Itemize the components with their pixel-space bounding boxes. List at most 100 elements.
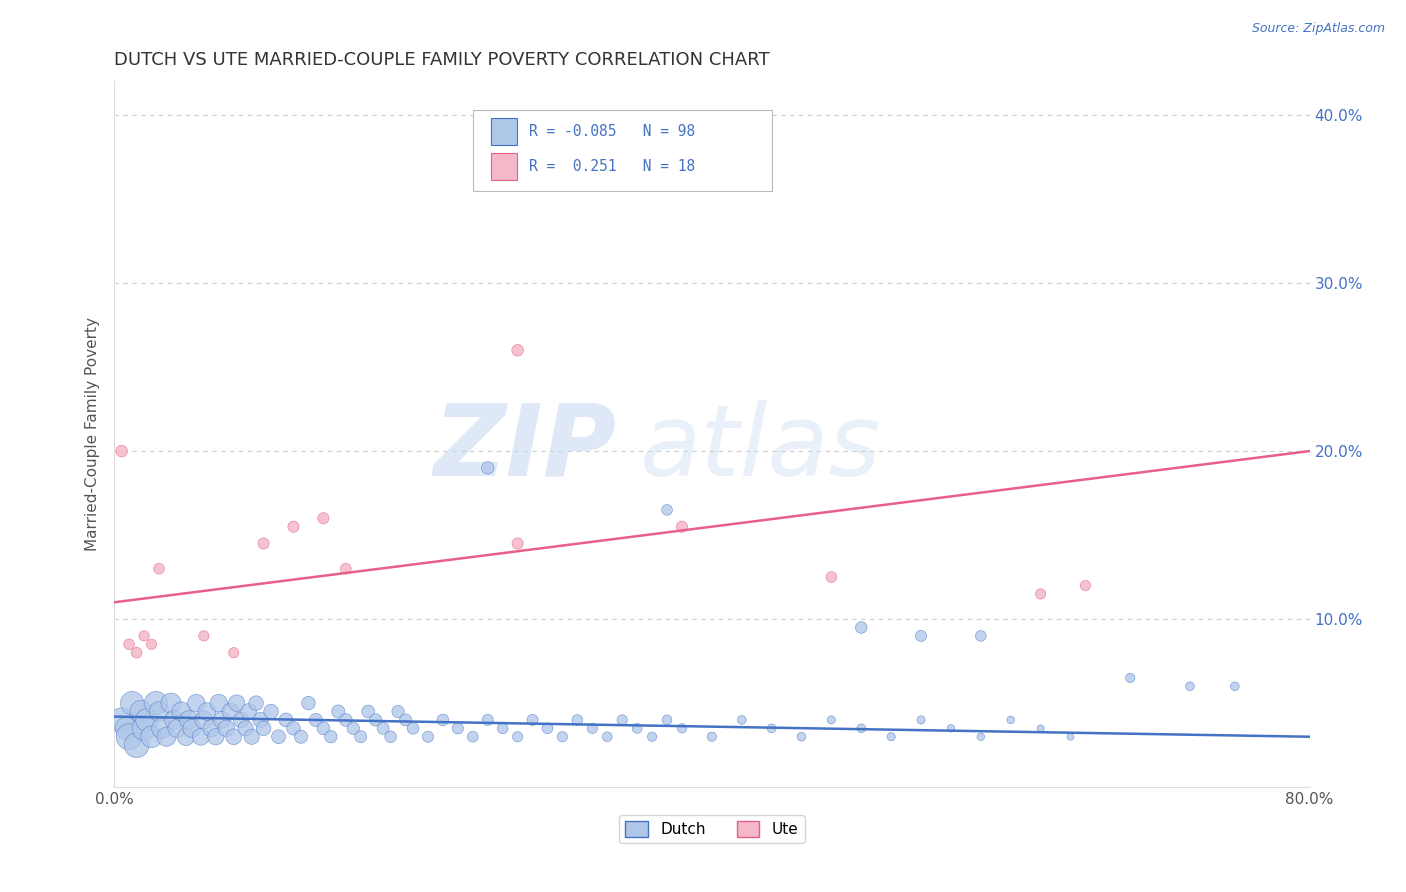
Point (222, 646, 245, 660)
Point (132, 629, 155, 643)
Point (461, 730, 484, 744)
Point (350, 730, 373, 744)
Point (125, 646, 148, 660)
Point (132, 722, 155, 736)
Point (319, 730, 342, 744)
Point (820, 570, 842, 584)
Point (222, 730, 245, 744)
Text: atlas: atlas (640, 400, 882, 497)
Point (195, 705, 218, 719)
Point (267, 730, 290, 744)
Point (416, 730, 439, 744)
Point (394, 713, 416, 727)
Point (193, 713, 215, 727)
Point (283, 519, 305, 533)
Point (111, 444, 134, 458)
Point (148, 562, 170, 576)
Point (851, 722, 873, 736)
Point (111, 713, 134, 727)
Point (163, 713, 186, 727)
Point (581, 722, 603, 736)
Point (641, 730, 664, 744)
Point (283, 722, 305, 736)
Point (249, 713, 271, 727)
Point (820, 713, 842, 727)
Text: R =  0.251   N = 18: R = 0.251 N = 18 (529, 160, 695, 174)
Point (655, 503, 678, 517)
FancyBboxPatch shape (472, 110, 772, 191)
Point (1029, 587, 1052, 601)
Point (477, 713, 499, 727)
Point (626, 722, 648, 736)
Point (612, 713, 634, 727)
Point (700, 730, 723, 744)
Point (477, 461, 499, 475)
Point (208, 696, 231, 710)
Point (174, 730, 197, 744)
Point (297, 696, 319, 710)
Point (204, 730, 226, 744)
Point (260, 705, 283, 719)
Point (1178, 679, 1201, 693)
Legend: Dutch, Ute: Dutch, Ute (619, 814, 804, 843)
Point (655, 713, 678, 727)
Point (1223, 679, 1246, 693)
Point (761, 722, 783, 736)
Point (145, 696, 167, 710)
Point (125, 738, 148, 752)
Point (380, 730, 402, 744)
Point (180, 722, 202, 736)
Point (328, 705, 350, 719)
Point (1119, 671, 1142, 685)
Text: Source: ZipAtlas.com: Source: ZipAtlas.com (1251, 22, 1385, 36)
Point (402, 722, 425, 736)
Point (118, 637, 141, 651)
Point (536, 722, 558, 736)
Point (447, 722, 470, 736)
Point (200, 722, 222, 736)
Point (506, 536, 529, 550)
Point (225, 696, 247, 710)
Point (910, 713, 932, 727)
Point (150, 722, 173, 736)
Point (245, 696, 267, 710)
Point (141, 730, 163, 744)
Point (880, 730, 903, 744)
Point (166, 722, 188, 736)
Point (596, 730, 619, 744)
Point (567, 713, 589, 727)
Point (364, 713, 387, 727)
Point (335, 562, 357, 576)
Point (312, 722, 335, 736)
Point (492, 722, 515, 736)
Point (235, 722, 257, 736)
Point (252, 536, 274, 550)
Point (190, 730, 212, 744)
Point (1000, 713, 1022, 727)
Bar (491, 153, 517, 180)
Point (121, 696, 143, 710)
Point (115, 722, 138, 736)
Bar (491, 118, 517, 145)
Text: ZIP: ZIP (433, 400, 616, 497)
Point (342, 722, 364, 736)
Point (970, 730, 993, 744)
Point (522, 713, 544, 727)
Point (551, 730, 574, 744)
Point (238, 705, 260, 719)
Point (219, 705, 242, 719)
Point (290, 730, 312, 744)
Point (910, 629, 932, 643)
Point (129, 705, 152, 719)
Point (506, 730, 529, 744)
Point (136, 713, 159, 727)
Point (240, 730, 263, 744)
Point (170, 705, 193, 719)
Point (160, 696, 183, 710)
Point (671, 722, 693, 736)
Point (671, 519, 693, 533)
Point (155, 730, 177, 744)
Point (373, 722, 395, 736)
Point (141, 637, 163, 651)
Point (1074, 578, 1097, 592)
